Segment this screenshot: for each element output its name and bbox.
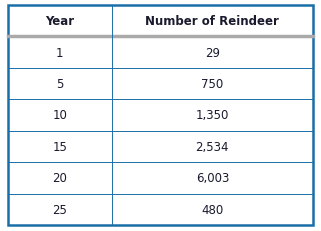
Text: 480: 480 — [201, 203, 223, 216]
Text: 15: 15 — [52, 140, 67, 153]
Text: 1: 1 — [56, 46, 64, 59]
Text: 6,003: 6,003 — [196, 172, 229, 185]
Text: 5: 5 — [56, 78, 64, 91]
Text: Year: Year — [45, 15, 74, 28]
Text: 10: 10 — [52, 109, 67, 122]
Text: 1,350: 1,350 — [196, 109, 229, 122]
Text: 2,534: 2,534 — [195, 140, 229, 153]
Text: 29: 29 — [205, 46, 220, 59]
Text: 25: 25 — [52, 203, 67, 216]
Text: 750: 750 — [201, 78, 223, 91]
Text: Number of Reindeer: Number of Reindeer — [145, 15, 279, 28]
Text: 20: 20 — [52, 172, 67, 185]
